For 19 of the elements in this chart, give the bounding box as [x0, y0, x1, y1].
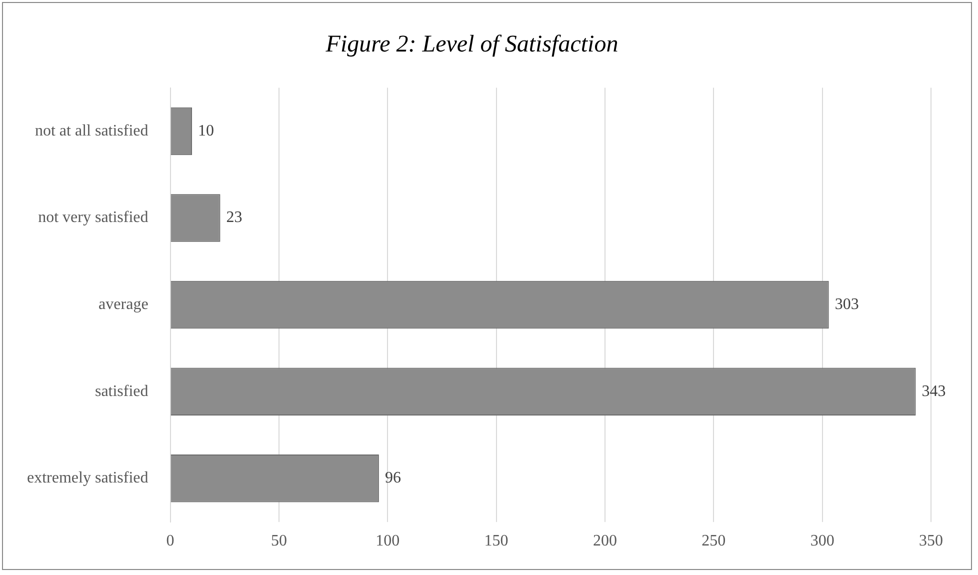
x-tick-label: 0 [166, 532, 174, 550]
x-tick-label: 150 [484, 532, 508, 550]
x-tick-label: 200 [592, 532, 617, 550]
y-tick-label: not at all satisfied [34, 122, 148, 140]
x-tick-label: 350 [919, 532, 943, 550]
chart-title: Figure 2: Level of Satisfaction [324, 32, 618, 58]
data-label: 343 [922, 382, 946, 400]
data-label: 96 [384, 470, 401, 487]
x-tick-label: 100 [376, 532, 400, 550]
data-label: 23 [226, 209, 242, 226]
x-tick-label: 300 [810, 532, 834, 550]
y-tick-label: not very satisfied [38, 209, 148, 226]
y-tick-label: extremely satisfied [26, 470, 148, 487]
x-tick-label: 250 [702, 532, 726, 550]
x-tick-label: 50 [270, 532, 287, 550]
data-label: 303 [834, 296, 859, 314]
data-label: 10 [198, 122, 214, 140]
y-tick-label: average [98, 296, 148, 314]
y-tick-label: satisfied [94, 382, 148, 400]
